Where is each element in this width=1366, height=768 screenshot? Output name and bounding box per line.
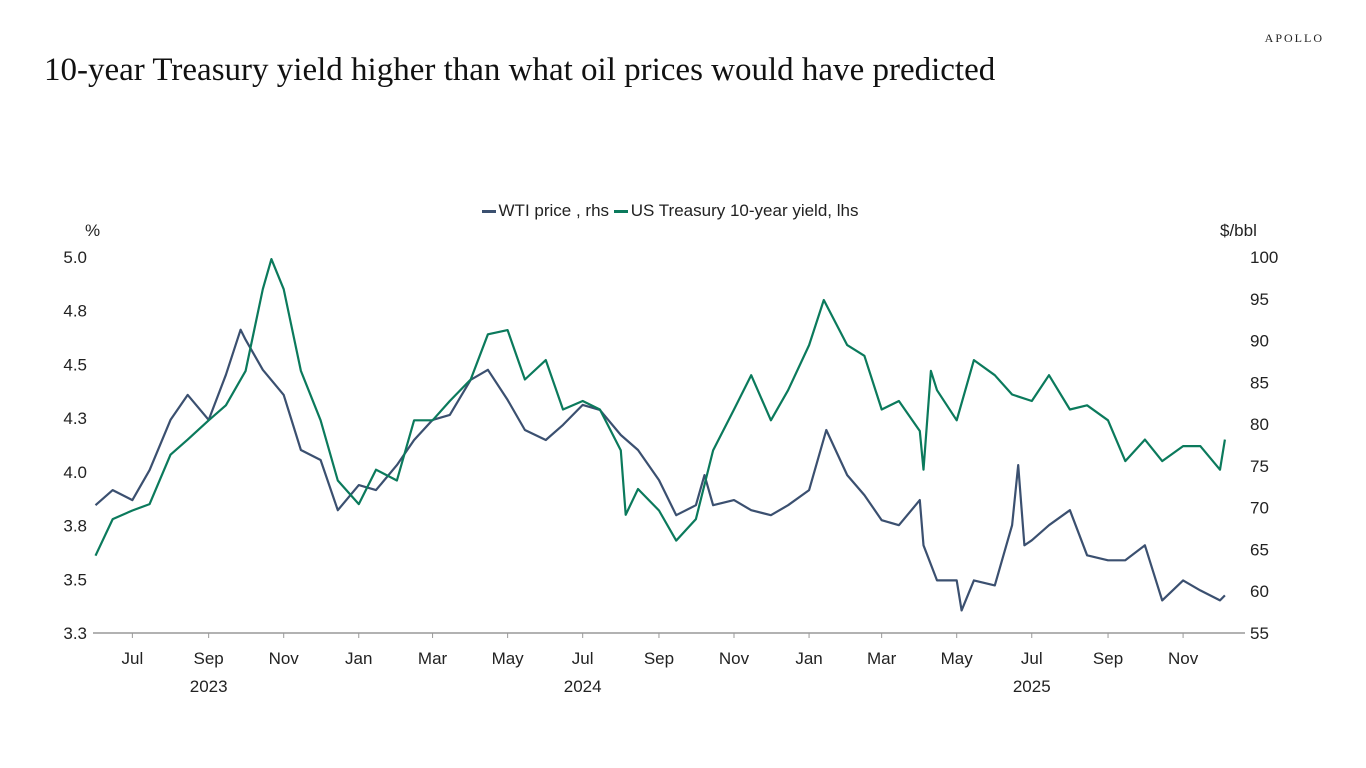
right-tick-label: 85 xyxy=(1250,373,1269,392)
legend-label-yield: US Treasury 10-year yield, lhs xyxy=(630,201,859,220)
yield-series-line xyxy=(94,258,1226,557)
legend-swatch-wti xyxy=(481,210,496,214)
x-tick-label: May xyxy=(492,649,525,668)
x-tick-label: Nov xyxy=(719,649,750,668)
x-tick-label: Sep xyxy=(194,649,224,668)
right-tick-label: 80 xyxy=(1250,415,1269,434)
x-year-label: 2024 xyxy=(564,677,602,696)
left-tick-label: 3.8 xyxy=(63,517,87,536)
x-tick-label: Jul xyxy=(572,649,594,668)
x-tick-label: Jan xyxy=(795,649,822,668)
left-tick-label: 4.5 xyxy=(63,355,87,374)
left-tick-label: 3.3 xyxy=(63,624,87,643)
x-tick-label: Sep xyxy=(1093,649,1123,668)
legend: WTI price , rhs US Treasury 10-year yiel… xyxy=(0,201,1340,221)
x-year-label: 2025 xyxy=(1013,677,1051,696)
left-axis-unit: % xyxy=(85,221,100,240)
left-tick-label: 5.0 xyxy=(63,248,87,267)
legend-item-yield: US Treasury 10-year yield, lhs xyxy=(613,201,859,220)
x-tick-label: Jul xyxy=(122,649,144,668)
right-tick-label: 70 xyxy=(1250,499,1269,518)
right-tick-label: 55 xyxy=(1250,624,1269,643)
right-tick-label: 100 xyxy=(1250,248,1278,267)
left-tick-label: 4.3 xyxy=(63,409,87,428)
right-tick-label: 65 xyxy=(1250,540,1269,559)
x-tick-label: May xyxy=(941,649,974,668)
page-title: 10-year Treasury yield higher than what … xyxy=(44,52,996,88)
apollo-logo: APOLLO xyxy=(1264,31,1324,45)
x-tick-label: Jul xyxy=(1021,649,1043,668)
wti-series-line xyxy=(94,328,1226,612)
x-tick-label: Mar xyxy=(418,649,448,668)
legend-swatch-yield xyxy=(613,210,628,214)
x-tick-label: Nov xyxy=(1168,649,1199,668)
left-tick-label: 4.0 xyxy=(63,463,87,482)
legend-item-wti: WTI price , rhs xyxy=(481,201,610,220)
x-tick-label: Mar xyxy=(867,649,897,668)
left-tick-label: 3.5 xyxy=(63,570,87,589)
x-tick-label: Nov xyxy=(269,649,300,668)
right-tick-label: 95 xyxy=(1250,290,1269,309)
right-tick-label: 75 xyxy=(1250,457,1269,476)
left-tick-label: 4.8 xyxy=(63,302,87,321)
right-tick-label: 90 xyxy=(1250,332,1269,351)
right-tick-label: 60 xyxy=(1250,582,1269,601)
x-year-label: 2023 xyxy=(190,677,228,696)
x-tick-label: Sep xyxy=(644,649,674,668)
right-axis-unit: $/bbl xyxy=(1220,221,1257,240)
x-tick-label: Jan xyxy=(345,649,372,668)
legend-label-wti: WTI price , rhs xyxy=(498,201,610,220)
